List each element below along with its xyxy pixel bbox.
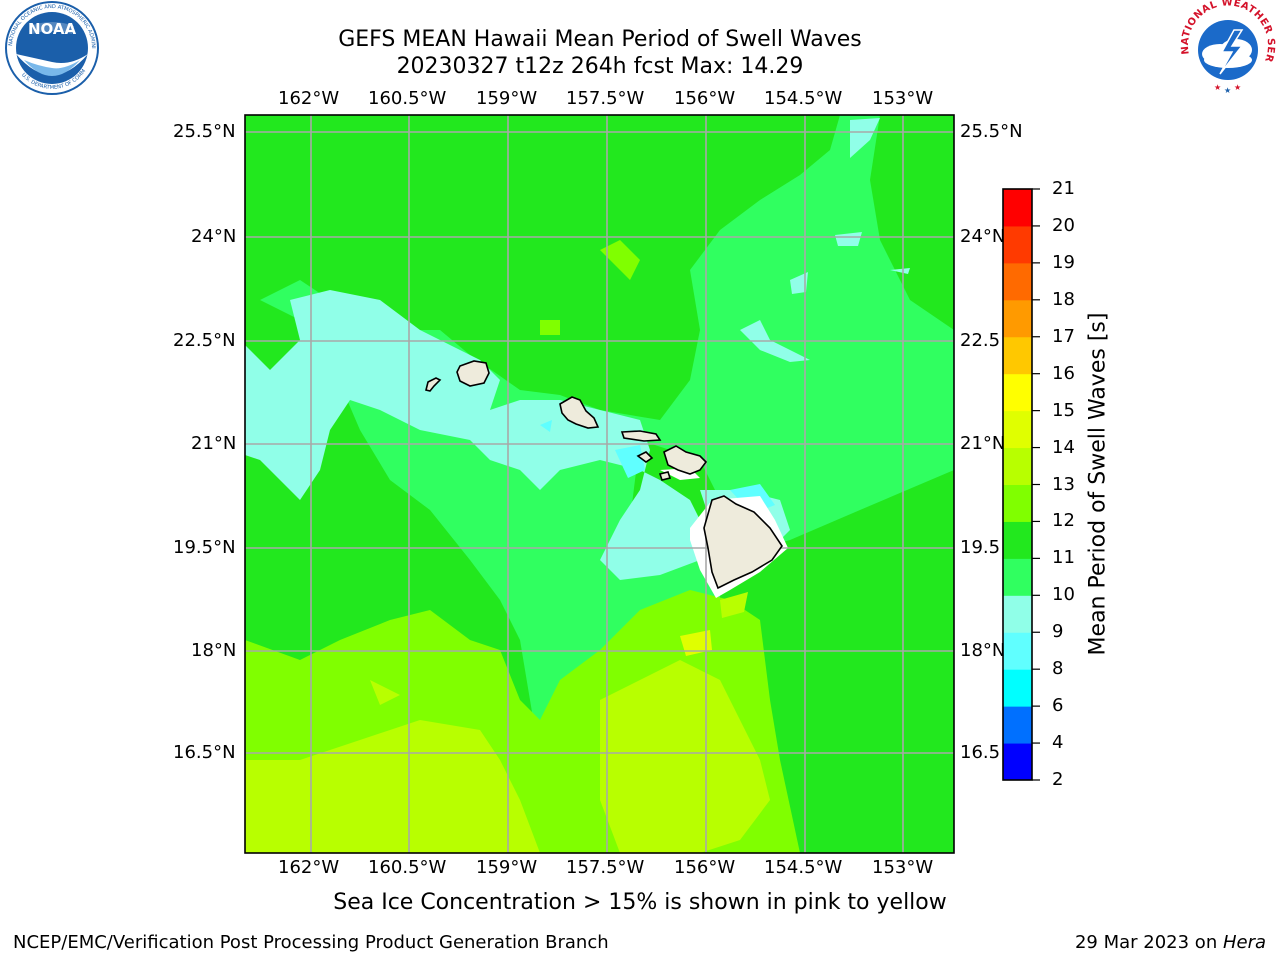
stamp-host: Hera <box>1222 932 1266 953</box>
colorbar-bin <box>1003 558 1032 596</box>
lat-label-right: 25.5°N <box>960 121 1023 142</box>
lon-label-bottom: 154.5°W <box>764 857 843 878</box>
island-oahu <box>559 396 600 429</box>
sea-ice-footnote: Sea Ice Concentration > 15% is shown in … <box>333 890 947 915</box>
colorbar-tick-label: 13 <box>1052 473 1075 495</box>
lat-label-right: 16.5 <box>960 742 1001 763</box>
map-frame <box>244 114 955 854</box>
lat-label-left: 24°N <box>191 226 237 247</box>
lat-label-left: 16.5°N <box>173 742 236 763</box>
colorbar-bin <box>1003 595 1032 633</box>
lon-label-bottom: 157.5°W <box>566 857 645 878</box>
island-niihau <box>425 377 442 392</box>
lat-label-left: 25.5°N <box>173 121 236 142</box>
lat-label-left: 19.5°N <box>173 537 236 558</box>
colorbar-bin <box>1003 189 1032 227</box>
lat-label-right: 19.5 <box>960 537 1001 558</box>
lat-label-right: 24°N <box>960 226 1006 247</box>
svg-text:★: ★ <box>1214 83 1221 92</box>
colorbar-bin <box>1003 743 1032 781</box>
lon-label-bottom: 162°W <box>278 857 340 878</box>
colorbar-bin <box>1003 373 1032 412</box>
colorbar-tick-label: 4 <box>1052 732 1064 754</box>
island-kahoolawe <box>658 471 672 481</box>
island-lanai <box>636 451 654 463</box>
lon-label-top: 162°W <box>278 88 340 109</box>
field-14-15 <box>680 630 712 656</box>
lat-label-right: 22.5 <box>960 330 1001 351</box>
island-maui <box>663 445 708 475</box>
lon-label-top: 156°W <box>674 88 736 109</box>
lat-label-right: 21°N <box>960 433 1006 454</box>
colorbar-title: Mean Period of Swell Waves [s] <box>1085 312 1111 656</box>
colorbar-tick-label: 12 <box>1052 510 1075 532</box>
island-molokai <box>620 430 662 442</box>
nws-logo: NATIONAL WEATHER SERVICE ★ ★ ★ <box>1176 0 1276 95</box>
colorbar-bin <box>1003 706 1032 744</box>
map-title: GEFS MEAN Hawaii Mean Period of Swell Wa… <box>338 27 862 52</box>
lat-label-left: 22.5°N <box>173 330 236 351</box>
colorbar-bin <box>1003 521 1032 559</box>
lat-label-left: 21°N <box>191 433 237 454</box>
lon-label-bottom: 153°W <box>872 857 934 878</box>
island-hawaii <box>703 495 783 590</box>
noaa-logo: NOAA NATIONAL OCEANIC AND ATMOSPHERIC AD… <box>0 0 99 95</box>
island-kauai <box>456 360 490 387</box>
lat-label-right: 18°N <box>960 640 1006 661</box>
colorbar-tick-label: 9 <box>1052 621 1064 643</box>
colorbar-tickmarks <box>1032 188 1040 781</box>
lon-label-top: 154.5°W <box>764 88 843 109</box>
colorbar-tick-label: 20 <box>1052 214 1075 236</box>
map-gridlines <box>245 115 954 853</box>
colorbar-tick-label: 17 <box>1052 325 1075 347</box>
lon-label-top: 159°W <box>476 88 538 109</box>
colorbar-tick-label: 2 <box>1052 769 1064 790</box>
lon-label-top: 160.5°W <box>368 88 447 109</box>
colorbar-bin <box>1003 299 1032 338</box>
colorbar-tick-label: 19 <box>1052 251 1075 273</box>
colorbar-tick-label: 16 <box>1052 362 1075 384</box>
colorbar-bin <box>1003 447 1032 485</box>
colorbar-bin <box>1003 484 1032 522</box>
map-subtitle: 20230327 t12z 264h fcst Max: 14.29 <box>396 54 804 79</box>
colorbar-bin <box>1003 410 1032 449</box>
colorbar-tick-label: 15 <box>1052 399 1075 421</box>
colorbar-tick-label: 11 <box>1052 547 1075 569</box>
colorbar-tick-label: 8 <box>1052 658 1064 680</box>
generation-stamp: 29 Mar 2023 on Hera <box>1075 932 1266 953</box>
colorbar-bin <box>1003 225 1032 264</box>
noaa-logo-text: NOAA <box>28 20 77 38</box>
colorbar-tick-label: 21 <box>1052 178 1075 199</box>
lon-label-bottom: 159°W <box>476 857 538 878</box>
colorbar-tick-label: 6 <box>1052 695 1064 717</box>
colorbar-tick-label: 10 <box>1052 584 1075 606</box>
hawaiian-islands <box>425 360 783 590</box>
colorbar-bin <box>1003 336 1032 375</box>
producer-credit: NCEP/EMC/Verification Post Processing Pr… <box>13 932 609 953</box>
colorbar-bin <box>1003 632 1032 670</box>
lon-label-top: 157.5°W <box>566 88 645 109</box>
lon-label-bottom: 160.5°W <box>368 857 447 878</box>
lon-label-bottom: 156°W <box>674 857 736 878</box>
colorbar <box>1003 189 1032 781</box>
lat-label-left: 18°N <box>191 640 237 661</box>
svg-text:★: ★ <box>1234 83 1241 92</box>
colorbar-tick-label: 18 <box>1052 288 1075 310</box>
colorbar-bin <box>1003 262 1032 301</box>
svg-text:★: ★ <box>1224 86 1231 95</box>
lon-label-top: 153°W <box>872 88 934 109</box>
colorbar-bin <box>1003 669 1032 707</box>
colorbar-tick-label: 14 <box>1052 436 1075 458</box>
stamp-date: 29 Mar 2023 on <box>1074 932 1223 953</box>
